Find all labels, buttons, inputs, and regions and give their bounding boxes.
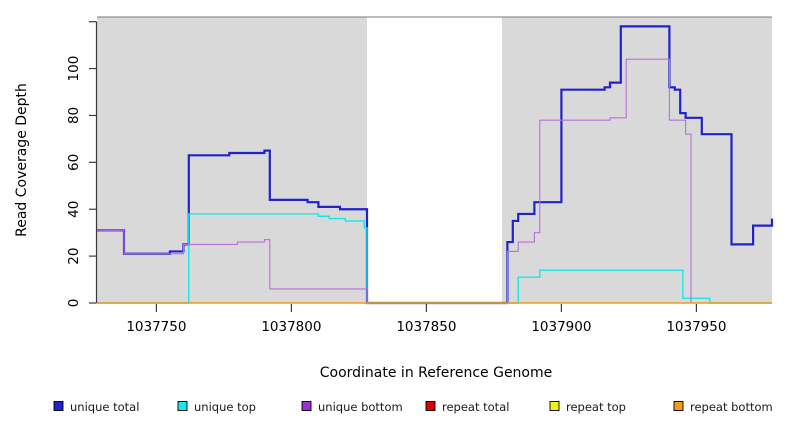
- repeat-region-right: [502, 17, 772, 303]
- x-tick-label-1037900: 1037900: [531, 319, 591, 335]
- y-tick-label-100: 100: [66, 56, 82, 82]
- x-axis-tick-labels: 1037750 1037800 1037850 1037900 1037950: [126, 319, 726, 335]
- legend-item-unique-total[interactable]: unique total: [53, 400, 139, 414]
- data-series-group: [97, 25, 774, 305]
- legend-swatch-repeat-top: [549, 401, 560, 411]
- legend-swatch-repeat-bottom: [673, 401, 684, 411]
- repeat-region-left: [97, 17, 367, 303]
- y-axis-title: Read Coverage Depth: [14, 83, 30, 237]
- legend-item-unique-bottom[interactable]: unique bottom: [301, 400, 403, 414]
- x-tick-label-1037800: 1037800: [261, 319, 321, 335]
- legend-swatch-unique-top: [177, 401, 188, 411]
- series-unique-top: [97, 213, 772, 304]
- x-tick-label-1037850: 1037850: [396, 319, 456, 335]
- panel-backgrounds: [97, 17, 772, 303]
- y-axis-ticks: [89, 21, 98, 304]
- legend: unique total unique top unique bottom repea…: [53, 400, 773, 414]
- x-axis-title: Coordinate in Reference Genome: [320, 365, 553, 381]
- legend-swatch-unique-bottom: [301, 401, 312, 411]
- y-axis-tick-labels: 0 20 40 60 80 100: [66, 56, 82, 308]
- legend-label-repeat-top: repeat top: [566, 400, 626, 414]
- y-tick-label-60: 60: [66, 154, 82, 171]
- series-unique-bottom: [97, 58, 772, 304]
- x-tick-label-1037750: 1037750: [126, 319, 186, 335]
- x-tick-label-1037950: 1037950: [666, 319, 726, 335]
- legend-item-unique-top[interactable]: unique top: [177, 400, 256, 414]
- legend-label-unique-bottom: unique bottom: [318, 400, 403, 414]
- y-tick-label-0: 0: [66, 299, 82, 308]
- legend-swatch-unique-total: [53, 401, 64, 411]
- legend-label-repeat-total: repeat total: [442, 400, 509, 414]
- y-tick-label-80: 80: [66, 107, 82, 124]
- x-axis-ticks: [155, 304, 698, 312]
- legend-item-repeat-top[interactable]: repeat top: [549, 400, 626, 414]
- legend-label-repeat-bottom: repeat bottom: [690, 400, 773, 414]
- series-unique-total: [97, 25, 774, 305]
- y-tick-label-40: 40: [66, 201, 82, 218]
- legend-label-unique-total: unique total: [70, 400, 139, 414]
- y-tick-label-20: 20: [66, 248, 82, 265]
- legend-label-unique-top: unique top: [194, 400, 256, 414]
- legend-item-repeat-bottom[interactable]: repeat bottom: [673, 400, 773, 414]
- legend-item-repeat-total[interactable]: repeat total: [425, 400, 509, 414]
- legend-swatch-repeat-total: [425, 401, 436, 411]
